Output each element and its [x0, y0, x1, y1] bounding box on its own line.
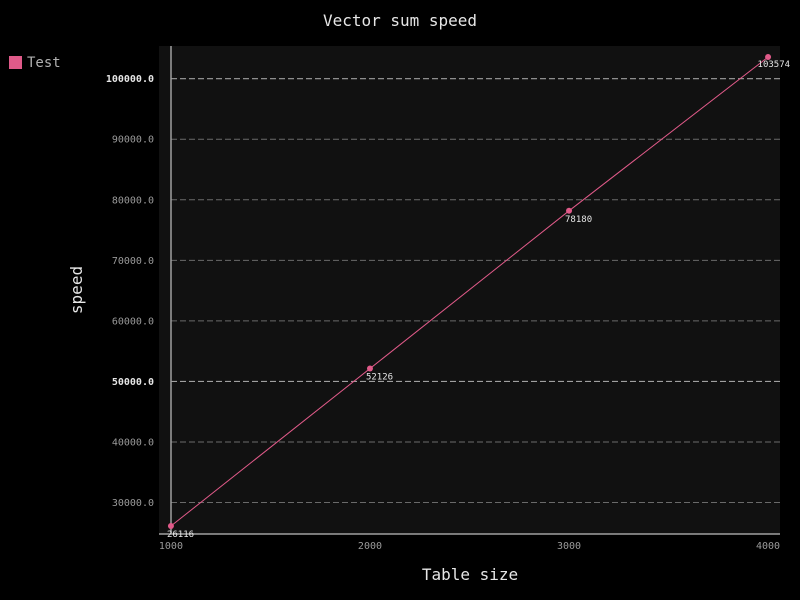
x-axis-label: Table size [422, 565, 518, 584]
y-tick-label: 50000.0 [112, 377, 154, 388]
data-label: 78180 [565, 215, 592, 225]
y-tick-label: 40000.0 [112, 437, 154, 448]
y-tick-labels: 30000.0 40000.0 50000.0 60000.0 70000.0 80000… [106, 74, 154, 509]
y-tick-label: 70000.0 [112, 256, 154, 267]
data-point[interactable] [765, 54, 772, 61]
x-tick-labels: 1000 2000 3000 4000 [159, 541, 780, 552]
chart-title: Vector sum speed [323, 11, 477, 30]
y-tick-label: 60000.0 [112, 316, 154, 327]
series-layer: 26116 52126 78180 103574 [167, 54, 790, 540]
legend[interactable]: Test [9, 55, 61, 71]
x-tick-label: 3000 [557, 541, 581, 552]
data-point[interactable] [366, 365, 373, 372]
data-label: 103574 [758, 60, 791, 70]
data-label: 26116 [167, 530, 194, 540]
data-point[interactable] [566, 207, 573, 214]
y-tick-label: 30000.0 [112, 498, 154, 509]
y-tick-label: 100000.0 [106, 74, 154, 85]
y-tick-label: 80000.0 [112, 195, 154, 206]
y-axis-label: speed [67, 266, 86, 314]
x-tick-label: 2000 [358, 541, 382, 552]
x-tick-label: 1000 [159, 541, 183, 552]
legend-swatch-test [9, 56, 22, 69]
data-point[interactable] [167, 523, 174, 530]
grid-layer [171, 78, 780, 504]
data-label: 52126 [366, 373, 393, 383]
legend-label-test: Test [27, 55, 61, 71]
x-tick-label: 4000 [756, 541, 780, 552]
series-line [170, 56, 769, 527]
y-tick-label: 90000.0 [112, 135, 154, 146]
